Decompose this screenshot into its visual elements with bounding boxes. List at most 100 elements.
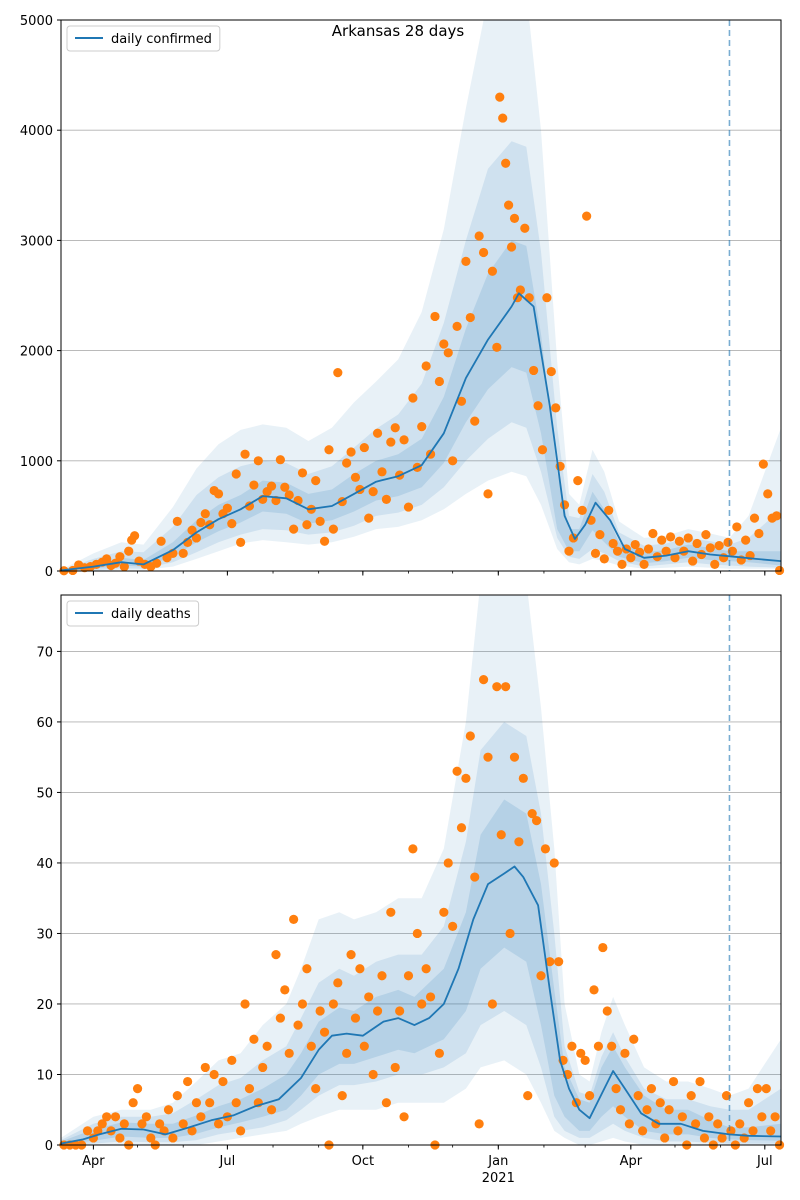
- observed-point-113: [564, 546, 574, 556]
- observed-point-50: [297, 468, 308, 478]
- observed-point-94: [492, 342, 502, 352]
- observed-point-86: [456, 396, 467, 406]
- observed-point-158: [763, 489, 773, 499]
- observed-point-125: [617, 559, 627, 569]
- y-tick-label-4000: 4000: [20, 124, 53, 139]
- observed-point-134: [657, 535, 667, 545]
- observed-point-47: [275, 1013, 285, 1023]
- legend-label-daily-deaths: daily deaths: [111, 607, 191, 622]
- observed-point-96: [492, 682, 502, 692]
- observed-point-103: [523, 1091, 533, 1101]
- observed-point-76: [403, 971, 414, 981]
- observed-point-128: [630, 539, 640, 550]
- observed-point-71: [390, 423, 400, 433]
- observed-point-27: [187, 1126, 197, 1136]
- observed-point-72: [386, 907, 396, 917]
- observed-point-117: [582, 211, 592, 221]
- observed-point-38: [236, 1126, 246, 1136]
- observed-point-149: [726, 1126, 736, 1136]
- observed-point-127: [626, 553, 636, 563]
- observed-point-142: [692, 538, 702, 549]
- uncertainty-band-0: [61, 20, 781, 571]
- confirmed-bands: [61, 20, 781, 571]
- confirmed-line: [61, 292, 781, 571]
- observed-point-34: [227, 519, 237, 529]
- observed-point-153: [744, 1098, 754, 1108]
- y-tick-label-5000: 5000: [20, 14, 53, 29]
- observed-point-60: [342, 458, 352, 468]
- uncertainty-band-1: [61, 141, 781, 571]
- observed-point-119: [590, 548, 601, 558]
- observed-point-129: [637, 1126, 648, 1136]
- observed-point-82: [439, 339, 449, 349]
- observed-point-20: [155, 1119, 165, 1129]
- observed-point-69: [372, 1006, 383, 1016]
- observed-point-90: [465, 731, 475, 741]
- observed-point-37: [231, 1098, 241, 1108]
- observed-point-151: [735, 1119, 745, 1129]
- x-tick-label-4: Apr: [620, 1154, 643, 1169]
- observed-point-57: [328, 524, 338, 534]
- deaths-y-axis: 0 10 20 30 40 50 60 70: [36, 645, 61, 1154]
- observed-point-46: [280, 482, 290, 492]
- observed-point-55: [319, 536, 330, 546]
- observed-point-120: [595, 530, 605, 540]
- observed-point-63: [346, 950, 356, 960]
- observed-point-98: [504, 200, 514, 210]
- observed-point-146: [710, 559, 720, 569]
- y-tick-label-50: 50: [36, 786, 53, 801]
- observed-point-40: [244, 1083, 255, 1094]
- observed-point-131: [643, 544, 654, 554]
- observed-point-128: [633, 1091, 643, 1101]
- observed-point-149: [723, 537, 733, 547]
- observed-point-96: [498, 113, 508, 123]
- observed-point-130: [639, 559, 649, 569]
- observed-point-27: [196, 517, 206, 528]
- observed-point-119: [593, 1041, 604, 1051]
- observed-point-124: [615, 1105, 626, 1115]
- observed-point-56: [324, 445, 334, 455]
- observed-point-161: [774, 565, 785, 576]
- observed-point-33: [213, 1119, 224, 1129]
- y-tick-label-0: 0: [45, 565, 53, 580]
- observed-point-160: [771, 511, 782, 521]
- observed-point-127: [629, 1034, 639, 1044]
- observed-point-87: [461, 256, 471, 266]
- observed-point-64: [359, 442, 369, 453]
- observed-point-105: [531, 816, 542, 826]
- observed-point-94: [483, 752, 493, 762]
- observed-point-39: [240, 999, 250, 1009]
- observed-point-85: [443, 858, 453, 868]
- observed-point-103: [520, 223, 530, 233]
- observed-point-138: [674, 536, 685, 546]
- observed-point-68: [377, 467, 387, 477]
- observed-point-53: [302, 964, 312, 974]
- observed-point-70: [377, 971, 387, 981]
- observed-point-77: [417, 422, 427, 432]
- confirmed-scatter: [59, 92, 785, 576]
- observed-point-83: [434, 1048, 445, 1058]
- observed-point-132: [648, 528, 658, 539]
- observed-point-46: [271, 950, 281, 960]
- observed-point-15: [132, 1083, 143, 1094]
- y-tick-label-2000: 2000: [20, 345, 53, 360]
- observed-point-10: [115, 552, 125, 562]
- observed-point-86: [448, 921, 458, 932]
- x-tick-label-5: Jul: [756, 1154, 773, 1169]
- observed-point-116: [577, 505, 587, 515]
- uncertainty-band-0: [61, 595, 781, 1145]
- observed-point-157: [758, 459, 768, 469]
- observed-point-22: [163, 1105, 174, 1115]
- observed-point-57: [319, 1027, 330, 1037]
- observed-point-39: [249, 480, 259, 490]
- observed-point-71: [381, 1098, 391, 1108]
- observed-point-117: [584, 1091, 595, 1101]
- observed-point-105: [529, 365, 539, 376]
- observed-point-17: [141, 1112, 151, 1122]
- observed-point-52: [297, 999, 308, 1009]
- observed-point-61: [337, 1091, 347, 1101]
- deaths-legend: daily deaths: [66, 600, 200, 627]
- observed-point-77: [408, 844, 418, 854]
- observed-point-78: [412, 928, 422, 939]
